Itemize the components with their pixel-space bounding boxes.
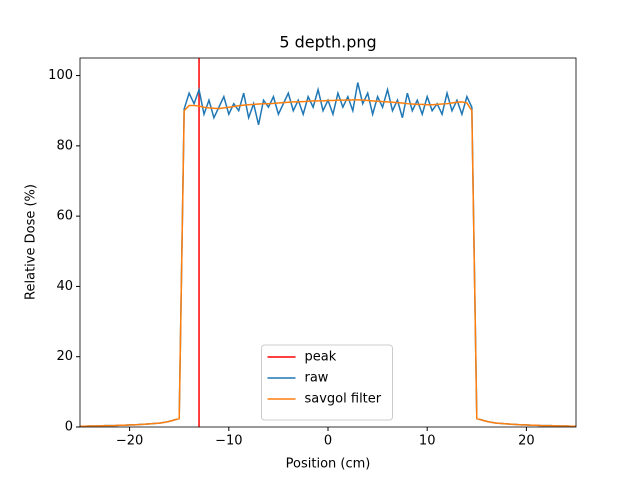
legend-label: peak bbox=[305, 350, 337, 365]
y-tick-label: 80 bbox=[56, 138, 73, 153]
y-tick-label: 60 bbox=[56, 209, 73, 224]
plot-frame bbox=[79, 57, 577, 428]
y-axis-label: Relative Dose (%) bbox=[24, 184, 39, 300]
legend-label: raw bbox=[305, 371, 329, 386]
x-axis-label: Position (cm) bbox=[286, 457, 371, 472]
x-tick-label: 0 bbox=[324, 434, 332, 449]
legend-box bbox=[261, 344, 393, 421]
x-tick-label: −10 bbox=[215, 434, 242, 449]
y-tick-label: 0 bbox=[65, 420, 73, 435]
y-tick-label: 100 bbox=[48, 68, 73, 83]
chart-title: 5 depth.png bbox=[279, 33, 376, 52]
legend-label: savgol filter bbox=[305, 392, 382, 407]
x-tick-label: 20 bbox=[518, 434, 535, 449]
x-tick-label: 10 bbox=[419, 434, 436, 449]
series-line bbox=[80, 99, 576, 427]
x-tick-label: −20 bbox=[116, 434, 143, 449]
y-tick-label: 40 bbox=[56, 279, 73, 294]
y-tick-label: 20 bbox=[56, 349, 73, 364]
